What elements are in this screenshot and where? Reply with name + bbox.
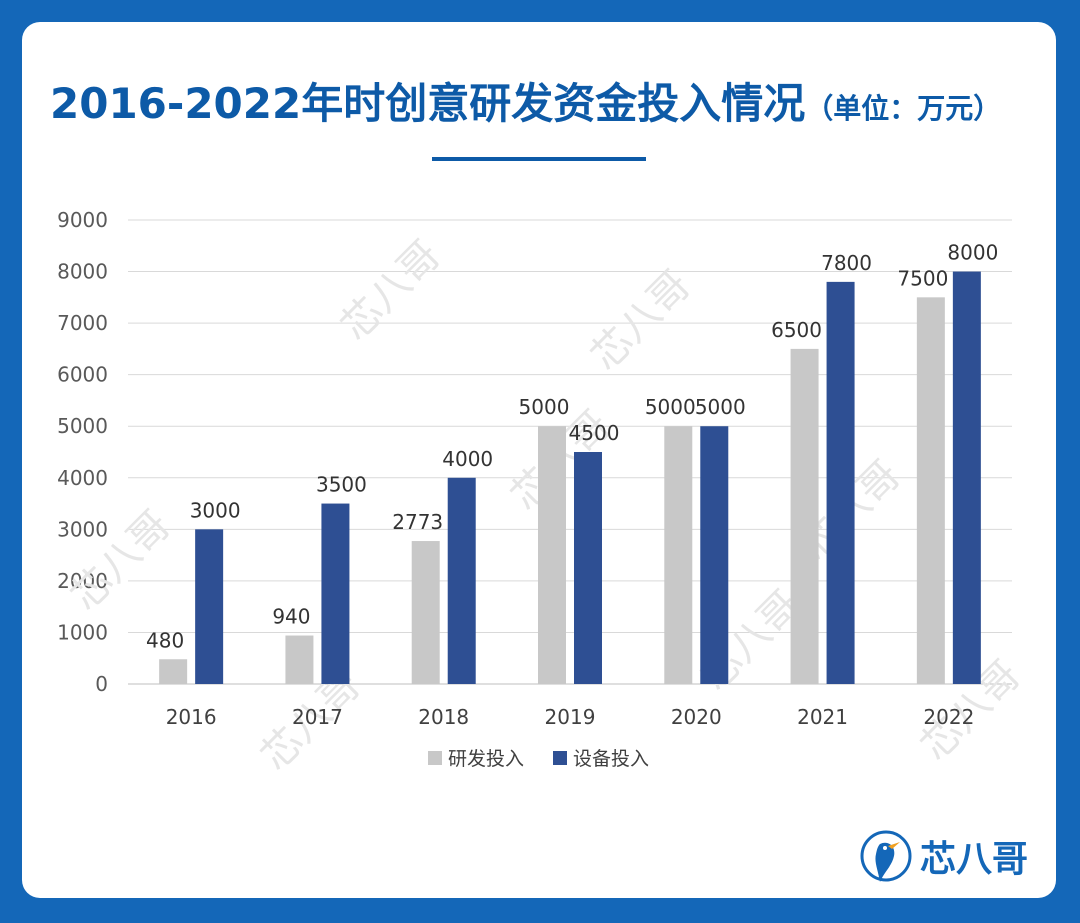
legend-swatch — [428, 751, 442, 765]
data-label: 4000 — [442, 447, 493, 471]
y-tick-label: 0 — [95, 672, 108, 696]
chart-title: 2016-2022年时创意研发资金投入情况（单位：万元） — [50, 70, 1001, 131]
bar-rd — [538, 426, 566, 684]
data-label: 8000 — [947, 241, 998, 265]
data-label: 6500 — [771, 318, 822, 342]
y-tick-label: 8000 — [57, 260, 108, 284]
data-label: 7800 — [821, 251, 872, 275]
y-tick-label: 3000 — [57, 517, 108, 541]
bar-rd — [916, 297, 945, 684]
bird-circle-icon — [860, 830, 912, 882]
data-label: 7500 — [897, 266, 948, 290]
data-label: 480 — [146, 628, 184, 652]
bar-equip — [700, 426, 729, 684]
watermark-text: 芯八哥 — [332, 232, 449, 349]
bar-rd — [159, 659, 188, 684]
bar-rd — [790, 348, 819, 684]
x-tick-label: 2022 — [923, 705, 974, 729]
bar-equip — [447, 477, 476, 684]
legend-label: 研发投入 — [448, 748, 524, 770]
y-tick-label: 6000 — [57, 363, 108, 387]
y-tick-label: 1000 — [57, 620, 108, 644]
x-tick-label: 2016 — [166, 705, 217, 729]
data-label: 3500 — [316, 473, 367, 497]
bar-equip — [321, 503, 350, 684]
title-underline — [432, 157, 646, 161]
y-tick-label: 7000 — [57, 311, 108, 335]
bar-equip — [195, 529, 224, 684]
legend-label: 设备投入 — [573, 748, 649, 770]
bar-rd — [664, 426, 693, 684]
data-label: 3000 — [190, 498, 241, 522]
data-label: 5000 — [645, 395, 696, 419]
y-tick-label: 4000 — [57, 466, 108, 490]
title-unit: （单位：万元） — [805, 92, 1002, 125]
bar-equip — [574, 452, 602, 684]
data-label: 5000 — [695, 395, 746, 419]
y-tick-label: 9000 — [57, 208, 108, 232]
legend-swatch — [553, 751, 567, 765]
x-tick-label: 2017 — [292, 705, 343, 729]
y-tick-label: 2000 — [57, 569, 108, 593]
data-label: 5000 — [519, 395, 570, 419]
brand-logo: 芯八哥 — [858, 826, 1028, 886]
x-tick-label: 2021 — [797, 705, 848, 729]
bar-rd — [285, 635, 314, 684]
brand-name: 芯八哥 — [920, 839, 1029, 880]
data-label: 2773 — [392, 510, 443, 534]
bar-rd — [411, 541, 440, 684]
bar-equip — [826, 281, 855, 684]
bar-equip — [952, 271, 981, 684]
data-label: 940 — [272, 605, 310, 629]
data-label: 4500 — [569, 421, 620, 445]
x-tick-label: 2020 — [671, 705, 722, 729]
y-tick-label: 5000 — [57, 414, 108, 438]
x-tick-label: 2018 — [418, 705, 469, 729]
title-text: 2016-2022年时创意研发资金投入情况 — [50, 79, 806, 128]
watermark-text: 芯八哥 — [582, 262, 699, 379]
x-tick-label: 2019 — [545, 705, 596, 729]
